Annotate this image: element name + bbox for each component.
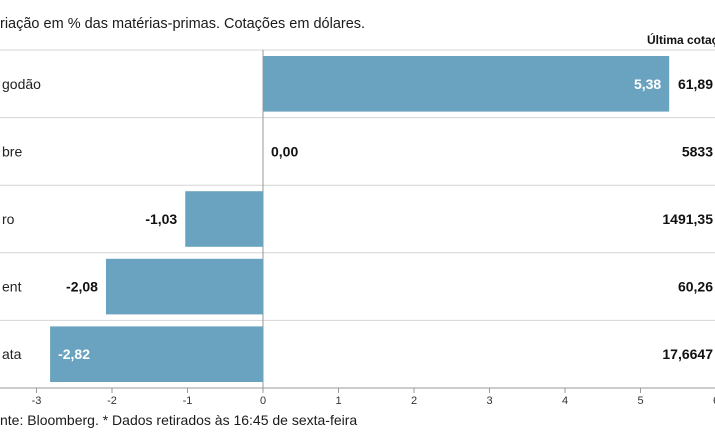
x-tick-label: 4 bbox=[562, 395, 568, 407]
x-tick-label: 2 bbox=[411, 395, 417, 407]
value-label: 5,38 bbox=[634, 76, 661, 92]
last-quote-value: 17,6647 bbox=[662, 346, 713, 362]
category-label: godão bbox=[2, 76, 41, 92]
bar bbox=[50, 326, 264, 382]
category-label: ata bbox=[2, 346, 22, 362]
bar bbox=[263, 56, 670, 112]
last-quote-value: 61,89 bbox=[678, 76, 713, 92]
x-tick-label: -1 bbox=[183, 395, 193, 407]
x-tick-label: 0 bbox=[260, 395, 266, 407]
x-tick-label: 5 bbox=[637, 395, 643, 407]
x-tick-label: -3 bbox=[32, 395, 42, 407]
x-tick-label: 3 bbox=[486, 395, 492, 407]
last-quote-value: 60,26 bbox=[678, 279, 713, 295]
last-quote-value: 5833 bbox=[682, 143, 713, 159]
value-label: -2,82 bbox=[58, 346, 90, 362]
x-tick-label: -2 bbox=[107, 395, 117, 407]
source-note: nte: Bloomberg. * Dados retirados às 16:… bbox=[0, 412, 358, 428]
category-label: bre bbox=[2, 143, 22, 159]
x-tick-label: 6 bbox=[713, 395, 715, 407]
bar bbox=[105, 258, 264, 315]
last-quote-header: Última cotação bbox=[647, 33, 715, 47]
value-label: -1,03 bbox=[145, 211, 177, 227]
x-tick-label: 1 bbox=[335, 395, 341, 407]
value-label: -2,08 bbox=[66, 279, 98, 295]
category-label: ent bbox=[2, 279, 22, 295]
last-quote-value: 1491,35 bbox=[662, 211, 713, 227]
value-label: 0,00 bbox=[271, 143, 298, 159]
category-label: ro bbox=[2, 211, 15, 227]
chart-subtitle: riação em % das matérias-primas. Cotaçõe… bbox=[0, 16, 366, 32]
bar bbox=[185, 191, 263, 247]
